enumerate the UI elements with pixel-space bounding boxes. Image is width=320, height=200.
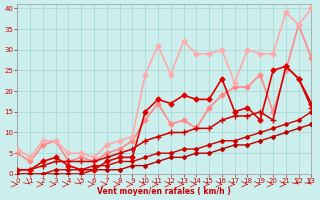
X-axis label: Vent moyen/en rafales ( km/h ): Vent moyen/en rafales ( km/h ) — [98, 187, 231, 196]
